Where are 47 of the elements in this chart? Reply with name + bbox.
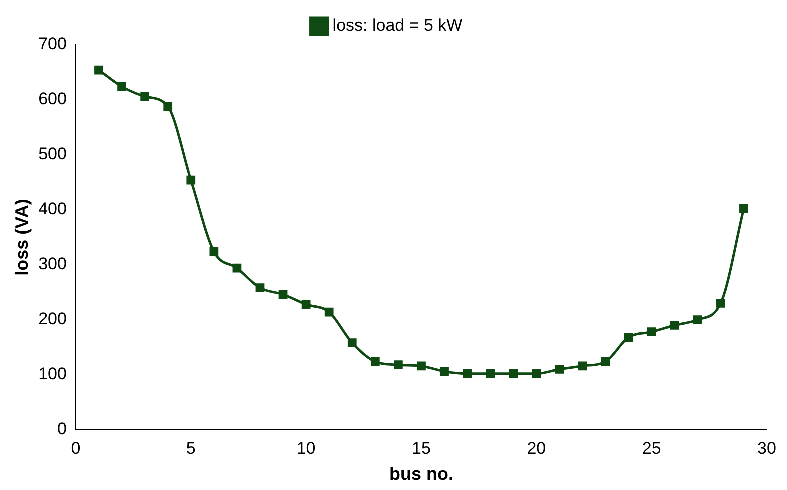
point	[118, 82, 126, 92]
point	[394, 360, 403, 370]
y-tick-label: 0	[57, 420, 67, 439]
y-tick-label: 500	[38, 144, 67, 164]
point	[647, 328, 656, 337]
point	[210, 247, 219, 256]
point	[140, 92, 150, 102]
x-axis-title: bus no.	[389, 464, 454, 484]
point	[348, 338, 357, 348]
point	[532, 369, 542, 378]
legend-label: loss: load = 5 kW	[332, 16, 463, 36]
point	[256, 284, 265, 293]
x-tick-label: 0	[71, 438, 81, 458]
x-tick-label: 25	[642, 438, 662, 458]
point	[164, 102, 173, 112]
point	[624, 333, 634, 342]
y-axis-title: loss (VA)	[12, 199, 32, 276]
point	[463, 369, 472, 378]
point	[486, 369, 496, 378]
y-tick-label: 700	[38, 34, 67, 54]
point	[716, 299, 726, 308]
point	[670, 321, 680, 330]
point	[440, 367, 449, 376]
point	[232, 264, 242, 273]
x-tick-label: 5	[186, 438, 196, 458]
x-tick-label: 30	[758, 438, 776, 458]
point	[302, 300, 311, 310]
x-tick-label: 20	[527, 438, 546, 458]
point	[324, 308, 334, 317]
y-tick-label: 400	[38, 200, 67, 219]
y-tick-label: 200	[38, 310, 67, 329]
y-tick-label: 600	[38, 90, 67, 109]
point	[278, 290, 288, 300]
point	[740, 204, 748, 214]
point	[578, 362, 588, 371]
point	[417, 362, 426, 371]
point	[555, 365, 564, 374]
y-tick-label: 300	[38, 254, 67, 274]
x-tick-label: 15	[412, 438, 431, 458]
point	[601, 357, 610, 366]
x-tick-label: 10	[296, 438, 316, 458]
point	[94, 66, 104, 75]
point	[509, 369, 518, 378]
point	[693, 316, 702, 324]
point	[186, 176, 196, 185]
y-tick-label: 100	[38, 364, 67, 384]
point	[370, 357, 380, 366]
